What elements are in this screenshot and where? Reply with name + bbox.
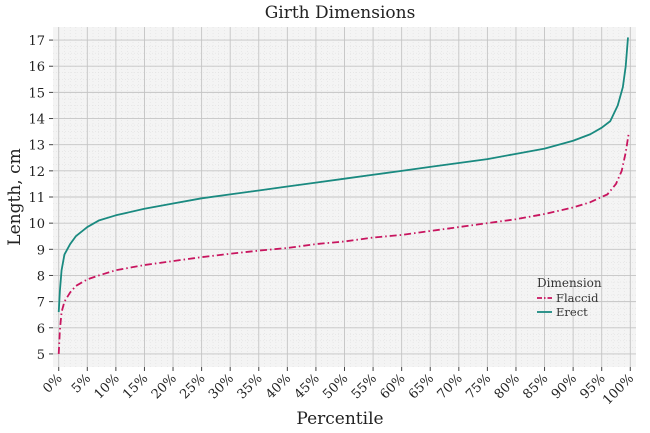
series-line-erect: [57, 37, 629, 313]
x-tick-label: 50%: [320, 371, 351, 402]
x-tick-label: 60%: [377, 371, 408, 402]
x-tick-label: 75%: [463, 371, 494, 402]
y-tick-label: 11: [28, 191, 45, 206]
x-tick-label: 20%: [149, 371, 180, 402]
y-tick-label: 15: [28, 86, 45, 101]
y-tick-label: 16: [28, 60, 45, 75]
y-tick-label: 17: [28, 34, 45, 49]
x-tick-label: 25%: [177, 371, 208, 402]
x-tick-label: 30%: [206, 371, 237, 402]
x-tick-label: 0%: [40, 371, 65, 396]
x-tick-label: 65%: [406, 371, 437, 402]
x-axis-label: Percentile: [296, 409, 383, 429]
series-layer: [57, 37, 630, 354]
x-axis-ticks: 0% 5%10%15%20%25%30%35%40%45%50%55%60%65%…: [40, 367, 637, 408]
x-tick-label: 90%: [549, 371, 580, 402]
x-tick-label: 45%: [292, 371, 323, 402]
y-tick-label: 9: [37, 243, 45, 258]
x-tick-label: 80%: [492, 371, 523, 402]
y-tick-label: 5: [37, 348, 45, 363]
x-tick-label: 70%: [435, 371, 466, 402]
y-tick-label: 13: [28, 139, 45, 154]
y-axis-ticks: 5 6 7 8 9 10 11 12 13 14 15 16 17: [28, 34, 53, 363]
y-tick-label: 12: [28, 165, 45, 180]
y-tick-label: 10: [28, 217, 45, 232]
legend-title: Dimension: [537, 276, 602, 290]
y-axis-label: Length, cm: [5, 148, 25, 245]
x-tick-label: 15%: [120, 371, 151, 402]
y-tick-label: 8: [37, 269, 45, 284]
y-tick-label: 6: [37, 322, 45, 337]
x-tick-label: 40%: [263, 371, 294, 402]
x-tick-label: 85%: [520, 371, 551, 402]
y-tick-label: 14: [28, 113, 45, 128]
x-tick-label: 10%: [92, 371, 123, 402]
legend-label-flaccid: Flaccid: [556, 291, 599, 305]
y-tick-label: 7: [37, 296, 45, 311]
x-tick-label: 35%: [235, 371, 266, 402]
x-tick-label: 100%: [600, 371, 637, 408]
x-tick-label: 55%: [349, 371, 380, 402]
x-tick-label: 5%: [69, 371, 94, 396]
series-line-flaccid: [57, 134, 630, 354]
chart-title: Girth Dimensions: [265, 3, 416, 23]
legend-label-erect: Erect: [556, 305, 588, 319]
